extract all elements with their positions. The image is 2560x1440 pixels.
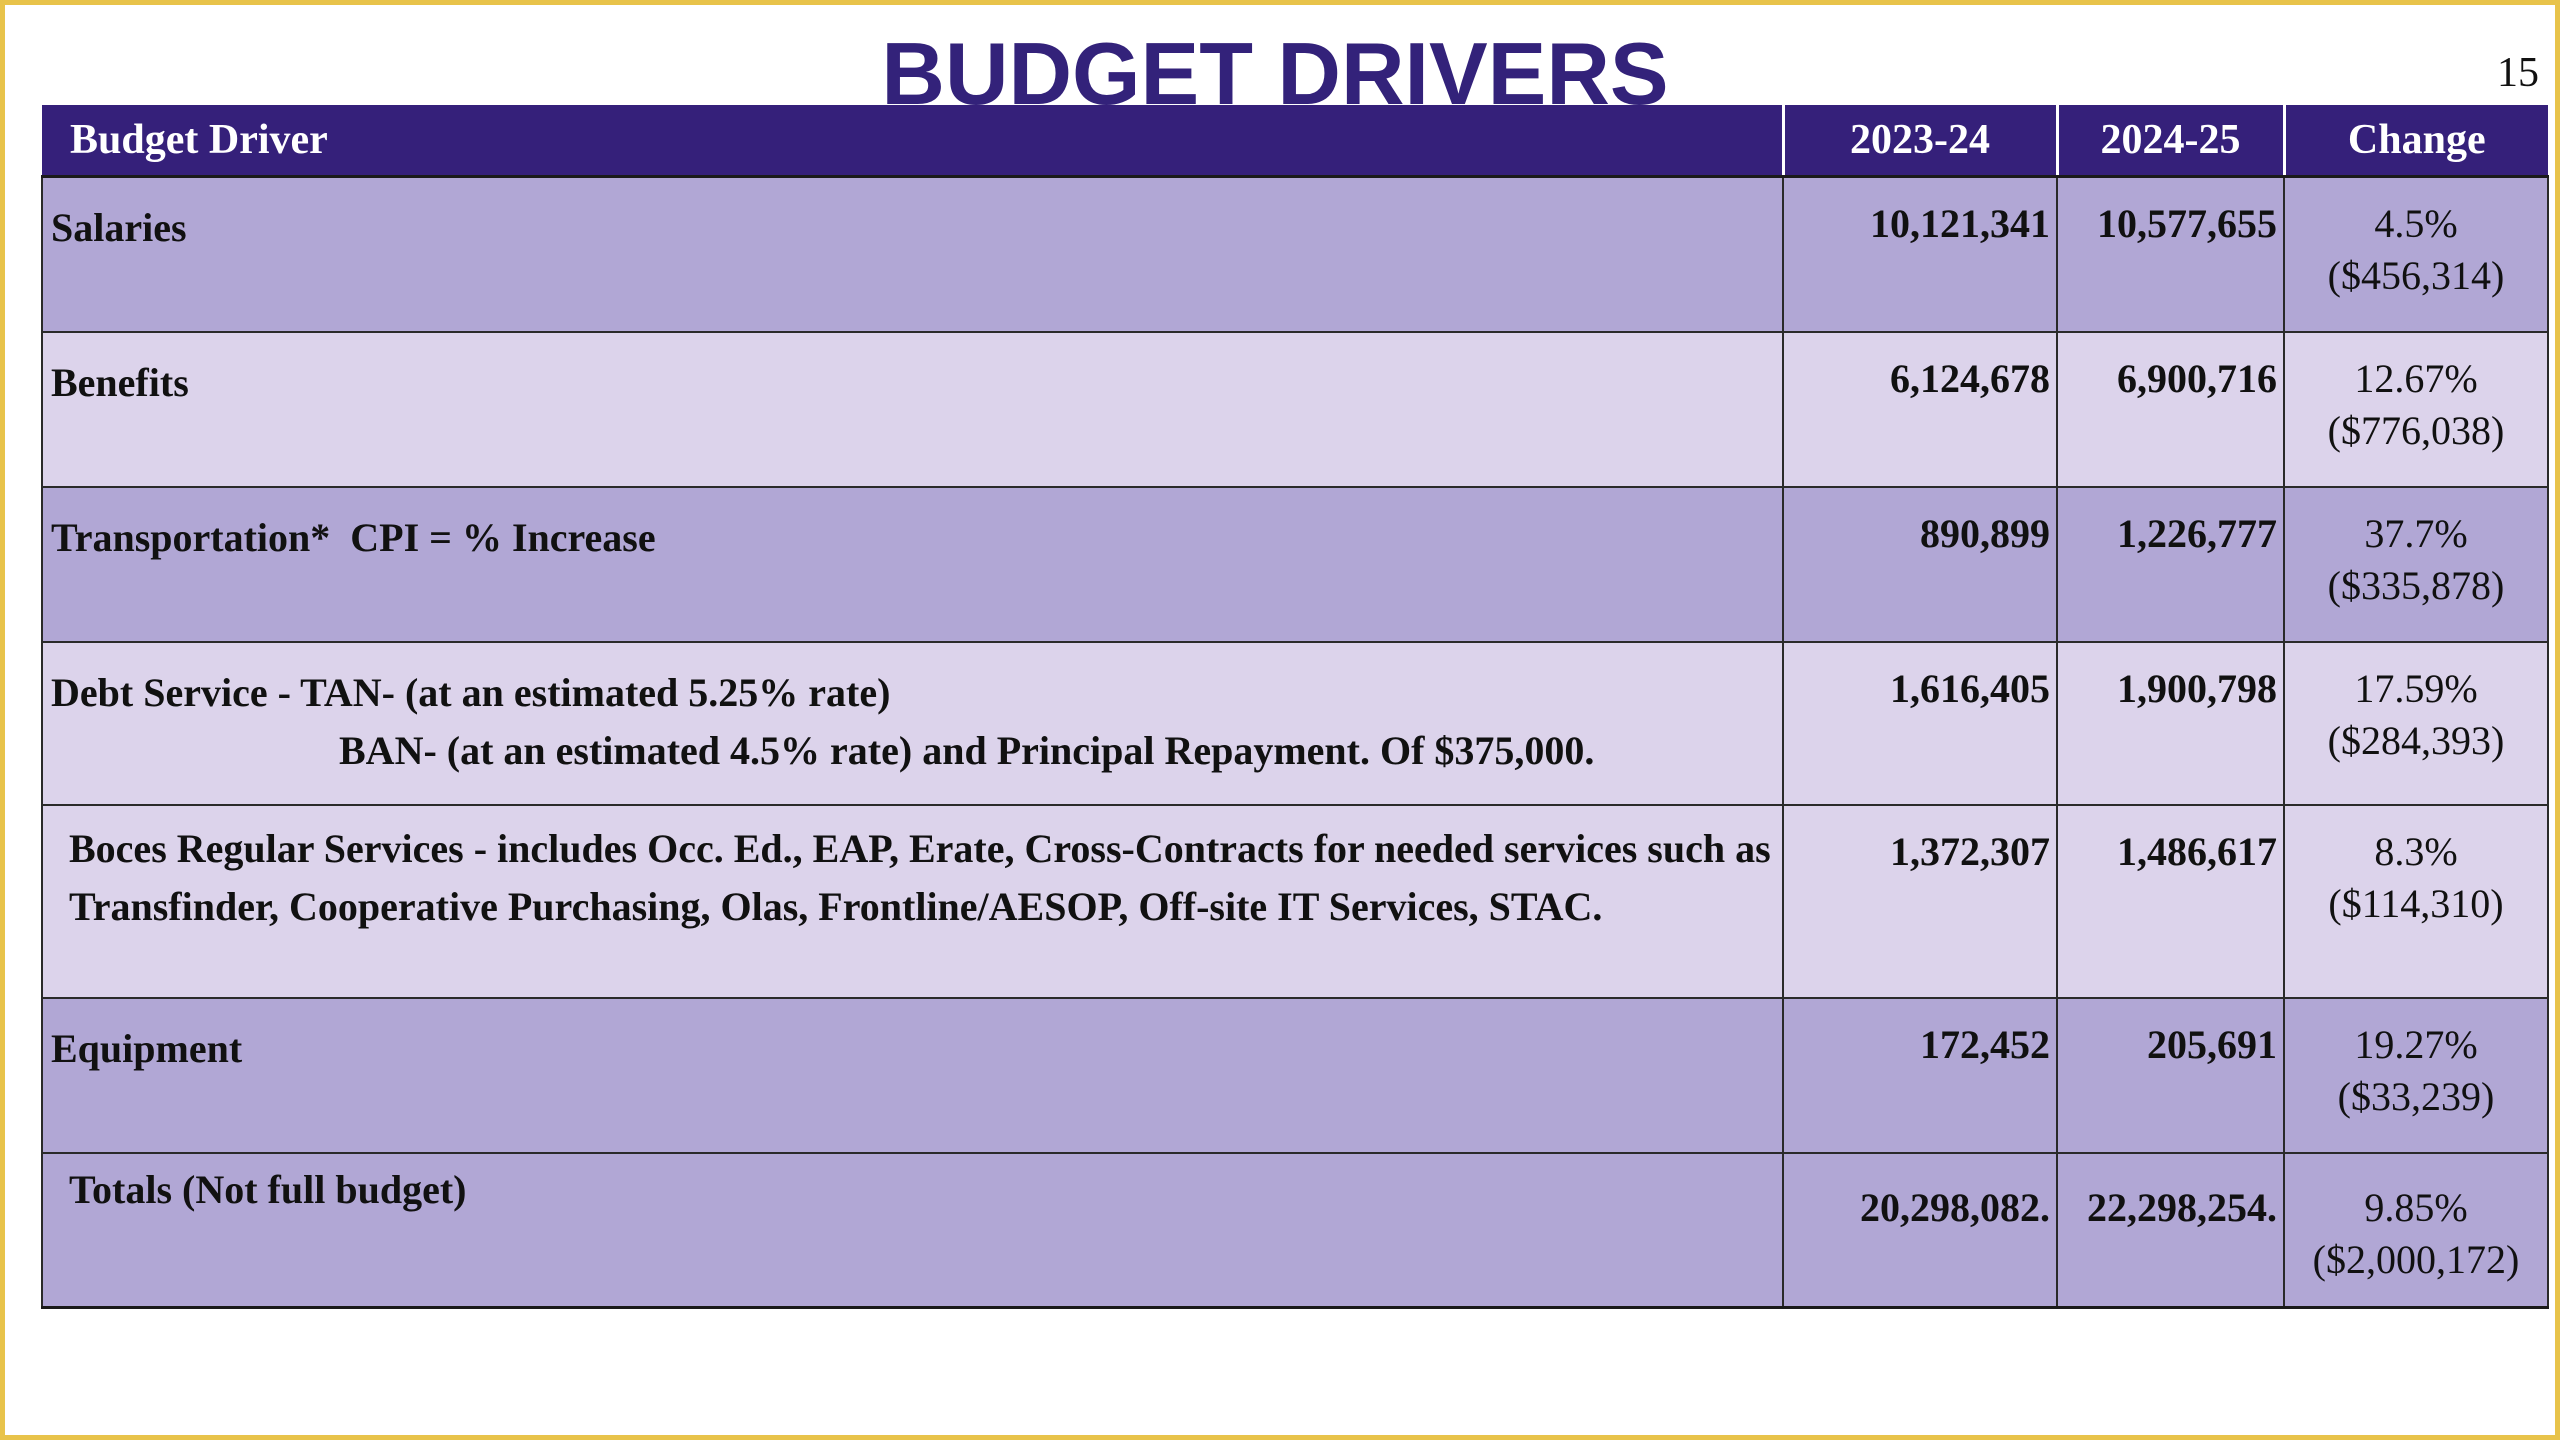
cell-change: 12.67% ($776,038) <box>2283 330 2549 488</box>
table-row-totals: Totals (Not full budget) 20,298,082. 22,… <box>41 1151 2549 1309</box>
change-amount: ($284,393) <box>2327 717 2505 763</box>
table-row-salaries: Salaries 10,121,341 10,577,655 4.5% ($45… <box>41 175 2549 333</box>
driver-line-ban: BAN- (at an estimated 4.5% rate) and Pri… <box>339 727 1595 773</box>
cell-change: 9.85% ($2,000,172) <box>2283 1151 2549 1309</box>
change-percent: 8.3% <box>2374 828 2458 874</box>
cell-2023-24: 6,124,678 <box>1782 330 2058 488</box>
cell-2024-25: 6,900,716 <box>2056 330 2285 488</box>
change-percent: 9.85% <box>2364 1184 2468 1230</box>
table-row-equipment: Equipment 172,452 205,691 19.27% ($33,23… <box>41 996 2549 1154</box>
cell-2023-24: 172,452 <box>1782 996 2058 1154</box>
cell-change: 19.27% ($33,239) <box>2283 996 2549 1154</box>
table-row-boces: Boces Regular Services - includes Occ. E… <box>41 803 2549 999</box>
cell-driver: Boces Regular Services - includes Occ. E… <box>41 803 1784 999</box>
cell-change: 37.7% ($335,878) <box>2283 485 2549 643</box>
cell-2024-25: 1,486,617 <box>2056 803 2285 999</box>
change-percent: 19.27% <box>2354 1021 2478 1067</box>
cell-driver: Debt Service - TAN- (at an estimated 5.2… <box>41 640 1784 806</box>
change-percent: 17.59% <box>2354 665 2478 711</box>
change-amount: ($456,314) <box>2327 253 2505 298</box>
cell-2024-25: 10,577,655 <box>2056 175 2285 333</box>
cell-driver: Equipment <box>41 996 1784 1154</box>
cell-driver: Salaries <box>41 175 1784 333</box>
table-header-row: Budget Driver 2023-24 2024-25 Change <box>42 105 2548 178</box>
change-percent: 4.5% <box>2374 201 2458 246</box>
cell-2023-24: 1,616,405 <box>1782 640 2058 806</box>
change-percent: 12.67% <box>2354 355 2478 401</box>
cell-2024-25: 1,226,777 <box>2056 485 2285 643</box>
cell-2023-24: 890,899 <box>1782 485 2058 643</box>
header-budget-driver: Budget Driver <box>42 105 1783 178</box>
header-2024-25: 2024-25 <box>2055 105 2284 178</box>
cell-2023-24: 10,121,341 <box>1782 175 2058 333</box>
cell-2023-24: 20,298,082. <box>1782 1151 2058 1309</box>
table-row-benefits: Benefits 6,124,678 6,900,716 12.67% ($77… <box>41 330 2549 488</box>
header-2023-24: 2023-24 <box>1781 105 2057 178</box>
cell-change: 8.3% ($114,310) <box>2283 803 2549 999</box>
cell-2024-25: 1,900,798 <box>2056 640 2285 806</box>
cell-driver: Totals (Not full budget) <box>41 1151 1784 1309</box>
driver-line-tan: Debt Service - TAN- (at an estimated 5.2… <box>51 669 891 715</box>
change-amount: ($2,000,172) <box>2312 1236 2520 1282</box>
table-row-debt-service: Debt Service - TAN- (at an estimated 5.2… <box>41 640 2549 806</box>
change-percent: 37.7% <box>2364 510 2468 556</box>
cell-driver: Transportation* CPI = % Increase <box>41 485 1784 643</box>
change-amount: ($114,310) <box>2328 880 2504 926</box>
change-amount: ($335,878) <box>2327 562 2505 608</box>
cell-driver: Benefits <box>41 330 1784 488</box>
cell-2024-25: 22,298,254. <box>2056 1151 2285 1309</box>
table-row-transportation: Transportation* CPI = % Increase 890,899… <box>41 485 2549 643</box>
change-amount: ($776,038) <box>2327 407 2505 453</box>
change-amount: ($33,239) <box>2337 1073 2495 1119</box>
cell-change: 4.5% ($456,314) <box>2283 175 2549 333</box>
header-change: Change <box>2282 105 2548 178</box>
page-number: 15 <box>2497 50 2539 96</box>
budget-drivers-table: Budget Driver 2023-24 2024-25 Change Sal… <box>41 105 2549 1309</box>
cell-2024-25: 205,691 <box>2056 996 2285 1154</box>
cell-2023-24: 1,372,307 <box>1782 803 2058 999</box>
cell-change: 17.59% ($284,393) <box>2283 640 2549 806</box>
